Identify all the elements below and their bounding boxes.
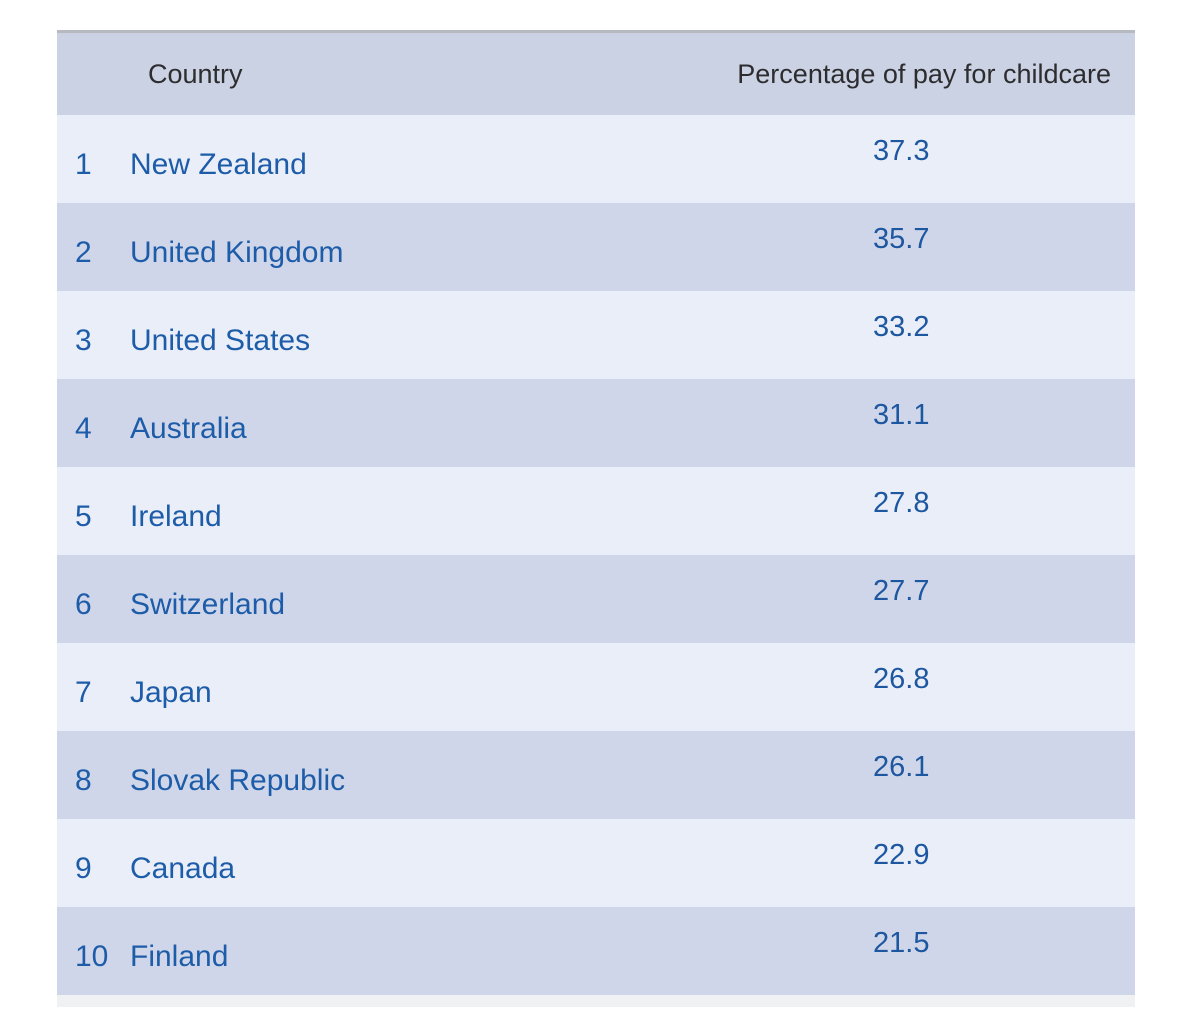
table-bottom-strip [57,995,1135,1007]
column-header-country: Country [148,58,243,89]
table-row: 8 Slovak Republic 26.1 [57,731,1135,819]
table-row: 5 Ireland 27.8 [57,467,1135,555]
value-cell: 26.8 [873,662,930,695]
rank-cell: 6 [75,588,92,621]
table-row: 7 Japan 26.8 [57,643,1135,731]
value-cell: 37.3 [873,134,930,167]
value-cell: 22.9 [873,838,930,871]
value-cell: 33.2 [873,310,930,343]
table-row: 4 Australia 31.1 [57,379,1135,467]
value-cell: 35.7 [873,222,930,255]
rank-cell: 1 [75,148,92,181]
value-cell: 21.5 [873,926,930,959]
rank-cell: 10 [75,940,109,973]
rank-cell: 2 [75,236,92,269]
rank-cell: 9 [75,852,92,885]
table-top-rule [57,30,1135,33]
country-cell: New Zealand [130,148,307,181]
country-cell: Finland [130,940,229,973]
table-row: 1 New Zealand 37.3 [57,115,1135,203]
country-cell: United Kingdom [130,236,344,269]
table-row: 3 United States 33.2 [57,291,1135,379]
country-cell: Canada [130,852,236,885]
country-cell: Switzerland [130,588,286,621]
value-cell: 27.7 [873,574,930,607]
country-cell: Australia [130,412,247,445]
country-cell: Slovak Republic [130,764,346,797]
column-header-percentage: Percentage of pay for childcare [737,58,1111,89]
rank-cell: 4 [75,412,92,445]
table-row: 6 Switzerland 27.7 [57,555,1135,643]
country-cell: United States [130,324,311,357]
rank-cell: 5 [75,500,92,533]
country-cell: Ireland [130,500,222,533]
table-row: 9 Canada 22.9 [57,819,1135,907]
country-cell: Japan [130,676,212,709]
rank-cell: 7 [75,676,92,709]
value-cell: 31.1 [873,398,930,431]
rank-cell: 3 [75,324,92,357]
table-header-row: Country Percentage of pay for childcare [57,33,1135,115]
value-cell: 27.8 [873,486,930,519]
childcare-pay-table: Country Percentage of pay for childcare … [57,30,1135,1007]
rank-cell: 8 [75,764,92,797]
value-cell: 26.1 [873,750,930,783]
table-row: 2 United Kingdom 35.7 [57,203,1135,291]
table-row: 10 Finland 21.5 [57,907,1135,995]
